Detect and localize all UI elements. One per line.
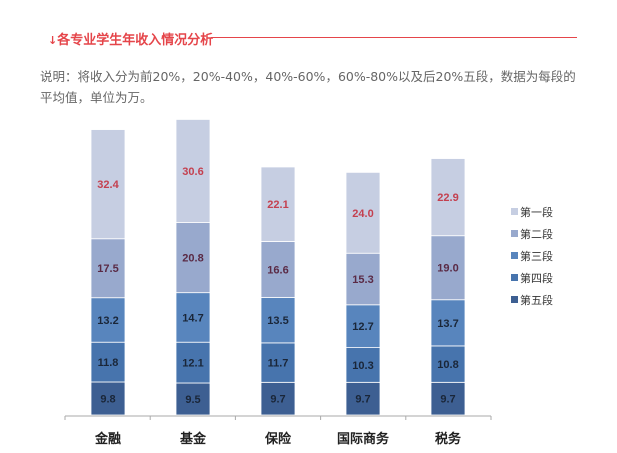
data-label: 20.8 (182, 253, 203, 265)
legend-label: 第五段 (520, 293, 553, 307)
data-label: 24.0 (352, 208, 373, 220)
data-label: 12.1 (182, 358, 203, 370)
data-label: 13.5 (267, 315, 288, 327)
legend-swatch (511, 208, 518, 215)
title-divider (211, 37, 577, 38)
bar-segment (345, 252, 381, 306)
arrow-down-icon: ↓ (48, 34, 58, 47)
bar-segment (430, 235, 466, 301)
legend-label: 第二段 (520, 227, 553, 241)
legend-swatch (511, 296, 518, 303)
data-label: 9.8 (100, 393, 115, 405)
data-label: 32.4 (97, 179, 119, 191)
bar-segment (260, 241, 296, 298)
x-tick-label: 金融 (94, 431, 121, 447)
data-label: 12.7 (352, 321, 373, 333)
bar-segment (175, 341, 211, 384)
section-title-text: 各专业学生年收入情况分析 (57, 33, 214, 48)
bar-segment (175, 222, 211, 294)
bar-segment (345, 381, 381, 416)
data-label: 9.7 (355, 394, 370, 406)
bar-segment (345, 304, 381, 348)
legend-label: 第一段 (520, 205, 553, 219)
bar-segment (175, 382, 211, 416)
section-title: ↓各专业学生年收入情况分析 (48, 29, 213, 48)
x-tick-label: 保险 (264, 431, 292, 447)
data-label: 11.7 (268, 358, 289, 370)
data-label: 17.5 (97, 263, 118, 275)
data-label: 10.3 (352, 360, 373, 372)
x-tick-label: 基金 (179, 431, 207, 447)
data-label: 22.9 (437, 192, 458, 204)
legend-label: 第四段 (520, 271, 553, 285)
bar-segment (175, 119, 211, 223)
x-tick-label: 税务 (435, 431, 462, 447)
bar-segment (260, 296, 296, 344)
data-label: 9.7 (270, 394, 285, 406)
data-label: 13.2 (97, 315, 118, 327)
data-label: 16.6 (267, 264, 288, 276)
bar-segment (90, 238, 126, 299)
x-tick-label: 国际商务 (337, 431, 390, 447)
data-label: 30.6 (182, 166, 203, 178)
bar-segment (90, 297, 126, 343)
legend-swatch (511, 274, 518, 281)
bar-segment (430, 158, 466, 237)
bar-segment (260, 166, 296, 242)
data-label: 11.8 (98, 357, 119, 369)
bar-segment (260, 381, 296, 416)
legend-swatch (511, 230, 518, 237)
data-label: 14.7 (182, 312, 203, 324)
data-label: 9.7 (440, 394, 455, 406)
legend-label: 第三段 (520, 249, 553, 263)
description-text: 说明：将收入分为前20%，20%-40%，40%-60%，60%-80%以及后2… (40, 69, 576, 105)
data-label: 15.3 (352, 274, 373, 286)
data-label: 9.5 (185, 394, 200, 406)
data-label: 13.7 (437, 318, 458, 330)
data-label: 19.0 (437, 263, 458, 275)
legend-swatch (511, 252, 518, 259)
data-label: 22.1 (267, 199, 288, 211)
bar-segment (90, 341, 126, 383)
bar-segment (345, 347, 381, 383)
data-label: 10.8 (437, 359, 458, 371)
bar-segment (430, 299, 466, 347)
bar-segment (90, 129, 126, 240)
bar-segment (345, 171, 381, 254)
bar-segment (430, 345, 466, 383)
